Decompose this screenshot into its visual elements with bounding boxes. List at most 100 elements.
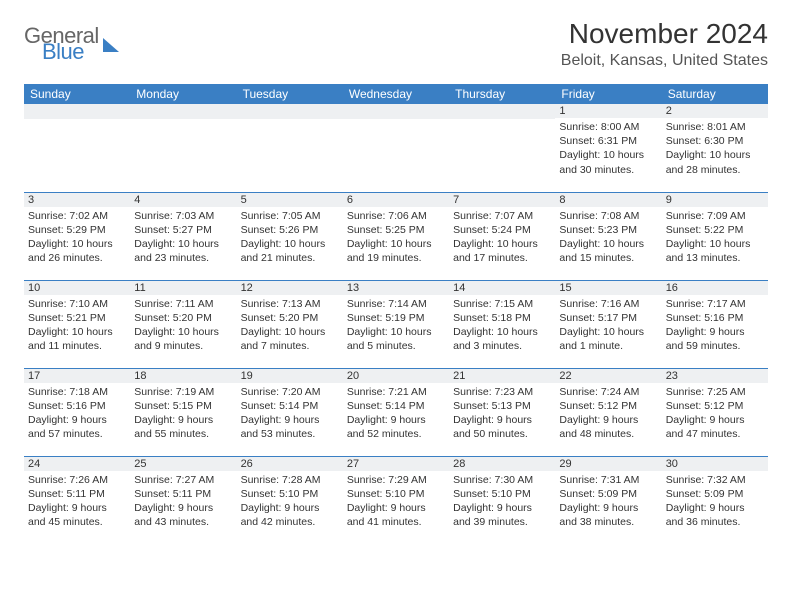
day-number: 24	[24, 457, 130, 471]
day-detail: Sunrise: 7:18 AMSunset: 5:16 PMDaylight:…	[24, 383, 130, 442]
day-number: 17	[24, 369, 130, 383]
sunrise-text: Sunrise: 7:18 AM	[28, 385, 126, 399]
daylight2-text: and 47 minutes.	[666, 427, 764, 441]
calendar-cell: 28Sunrise: 7:30 AMSunset: 5:10 PMDayligh…	[449, 456, 555, 544]
day-header: Friday	[555, 84, 661, 104]
daylight1-text: Daylight: 9 hours	[28, 501, 126, 515]
sunset-text: Sunset: 5:21 PM	[28, 311, 126, 325]
day-number-bar	[24, 104, 130, 119]
calendar-cell: 13Sunrise: 7:14 AMSunset: 5:19 PMDayligh…	[343, 280, 449, 368]
calendar-cell: 29Sunrise: 7:31 AMSunset: 5:09 PMDayligh…	[555, 456, 661, 544]
sunset-text: Sunset: 5:10 PM	[241, 487, 339, 501]
day-header: Saturday	[662, 84, 768, 104]
daylight1-text: Daylight: 10 hours	[453, 325, 551, 339]
sunset-text: Sunset: 5:22 PM	[666, 223, 764, 237]
sunset-text: Sunset: 5:16 PM	[28, 399, 126, 413]
sunrise-text: Sunrise: 7:16 AM	[559, 297, 657, 311]
sunrise-text: Sunrise: 7:26 AM	[28, 473, 126, 487]
daylight2-text: and 39 minutes.	[453, 515, 551, 529]
day-header: Sunday	[24, 84, 130, 104]
sunrise-text: Sunrise: 7:25 AM	[666, 385, 764, 399]
daylight2-text: and 23 minutes.	[134, 251, 232, 265]
day-header: Thursday	[449, 84, 555, 104]
day-detail: Sunrise: 7:25 AMSunset: 5:12 PMDaylight:…	[662, 383, 768, 442]
calendar-cell: 19Sunrise: 7:20 AMSunset: 5:14 PMDayligh…	[237, 368, 343, 456]
day-number: 12	[237, 281, 343, 295]
calendar-cell: 3Sunrise: 7:02 AMSunset: 5:29 PMDaylight…	[24, 192, 130, 280]
daylight1-text: Daylight: 10 hours	[347, 325, 445, 339]
day-number: 25	[130, 457, 236, 471]
calendar-cell: 6Sunrise: 7:06 AMSunset: 5:25 PMDaylight…	[343, 192, 449, 280]
day-detail: Sunrise: 7:05 AMSunset: 5:26 PMDaylight:…	[237, 207, 343, 266]
day-number: 8	[555, 193, 661, 207]
calendar-cell	[24, 104, 130, 192]
sunrise-text: Sunrise: 7:13 AM	[241, 297, 339, 311]
calendar-cell: 26Sunrise: 7:28 AMSunset: 5:10 PMDayligh…	[237, 456, 343, 544]
sunset-text: Sunset: 5:20 PM	[134, 311, 232, 325]
sunset-text: Sunset: 5:12 PM	[559, 399, 657, 413]
daylight2-text: and 1 minute.	[559, 339, 657, 353]
daylight1-text: Daylight: 10 hours	[347, 237, 445, 251]
day-detail: Sunrise: 7:10 AMSunset: 5:21 PMDaylight:…	[24, 295, 130, 354]
sunset-text: Sunset: 5:14 PM	[241, 399, 339, 413]
sunrise-text: Sunrise: 7:28 AM	[241, 473, 339, 487]
daylight2-text: and 41 minutes.	[347, 515, 445, 529]
calendar-cell: 9Sunrise: 7:09 AMSunset: 5:22 PMDaylight…	[662, 192, 768, 280]
day-detail: Sunrise: 8:01 AMSunset: 6:30 PMDaylight:…	[662, 118, 768, 177]
day-number: 5	[237, 193, 343, 207]
daylight2-text: and 55 minutes.	[134, 427, 232, 441]
calendar-cell: 15Sunrise: 7:16 AMSunset: 5:17 PMDayligh…	[555, 280, 661, 368]
sunset-text: Sunset: 5:15 PM	[134, 399, 232, 413]
day-number: 4	[130, 193, 236, 207]
calendar-cell	[343, 104, 449, 192]
daylight1-text: Daylight: 10 hours	[28, 237, 126, 251]
daylight2-text: and 11 minutes.	[28, 339, 126, 353]
day-detail: Sunrise: 7:29 AMSunset: 5:10 PMDaylight:…	[343, 471, 449, 530]
daylight2-text: and 28 minutes.	[666, 163, 764, 177]
daylight1-text: Daylight: 9 hours	[347, 501, 445, 515]
day-detail: Sunrise: 7:07 AMSunset: 5:24 PMDaylight:…	[449, 207, 555, 266]
sunset-text: Sunset: 5:20 PM	[241, 311, 339, 325]
day-number: 28	[449, 457, 555, 471]
day-number: 29	[555, 457, 661, 471]
day-detail: Sunrise: 7:14 AMSunset: 5:19 PMDaylight:…	[343, 295, 449, 354]
day-number-bar	[130, 104, 236, 119]
sunset-text: Sunset: 5:11 PM	[134, 487, 232, 501]
sunrise-text: Sunrise: 7:09 AM	[666, 209, 764, 223]
daylight1-text: Daylight: 10 hours	[559, 237, 657, 251]
sunset-text: Sunset: 6:31 PM	[559, 134, 657, 148]
day-number: 30	[662, 457, 768, 471]
day-number: 22	[555, 369, 661, 383]
daylight1-text: Daylight: 9 hours	[347, 413, 445, 427]
sunset-text: Sunset: 5:13 PM	[453, 399, 551, 413]
day-number: 26	[237, 457, 343, 471]
calendar-cell: 12Sunrise: 7:13 AMSunset: 5:20 PMDayligh…	[237, 280, 343, 368]
day-detail: Sunrise: 7:19 AMSunset: 5:15 PMDaylight:…	[130, 383, 236, 442]
day-detail: Sunrise: 7:28 AMSunset: 5:10 PMDaylight:…	[237, 471, 343, 530]
day-number: 15	[555, 281, 661, 295]
calendar-cell: 4Sunrise: 7:03 AMSunset: 5:27 PMDaylight…	[130, 192, 236, 280]
sunset-text: Sunset: 5:29 PM	[28, 223, 126, 237]
calendar-cell: 24Sunrise: 7:26 AMSunset: 5:11 PMDayligh…	[24, 456, 130, 544]
calendar-cell: 27Sunrise: 7:29 AMSunset: 5:10 PMDayligh…	[343, 456, 449, 544]
day-number: 11	[130, 281, 236, 295]
daylight1-text: Daylight: 10 hours	[134, 237, 232, 251]
day-number-bar	[237, 104, 343, 119]
calendar-cell: 1Sunrise: 8:00 AMSunset: 6:31 PMDaylight…	[555, 104, 661, 192]
calendar-cell: 22Sunrise: 7:24 AMSunset: 5:12 PMDayligh…	[555, 368, 661, 456]
sunset-text: Sunset: 5:10 PM	[347, 487, 445, 501]
calendar-table: Sunday Monday Tuesday Wednesday Thursday…	[24, 84, 768, 544]
daylight1-text: Daylight: 10 hours	[134, 325, 232, 339]
day-detail: Sunrise: 7:24 AMSunset: 5:12 PMDaylight:…	[555, 383, 661, 442]
daylight1-text: Daylight: 10 hours	[666, 237, 764, 251]
calendar-week-row: 3Sunrise: 7:02 AMSunset: 5:29 PMDaylight…	[24, 192, 768, 280]
sunrise-text: Sunrise: 7:15 AM	[453, 297, 551, 311]
day-number: 21	[449, 369, 555, 383]
sunrise-text: Sunrise: 7:10 AM	[28, 297, 126, 311]
day-detail: Sunrise: 7:26 AMSunset: 5:11 PMDaylight:…	[24, 471, 130, 530]
daylight1-text: Daylight: 10 hours	[453, 237, 551, 251]
sunset-text: Sunset: 5:23 PM	[559, 223, 657, 237]
sunset-text: Sunset: 5:17 PM	[559, 311, 657, 325]
sunrise-text: Sunrise: 7:31 AM	[559, 473, 657, 487]
sunset-text: Sunset: 5:18 PM	[453, 311, 551, 325]
